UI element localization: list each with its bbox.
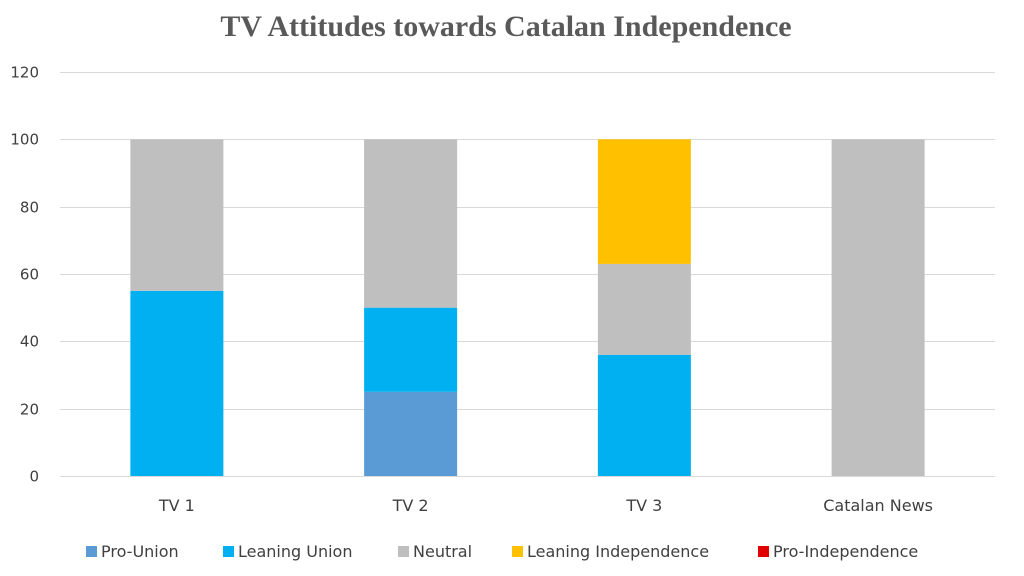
x-axis-labels: TV 1 TV 2 TV 3 Catalan News — [158, 496, 933, 515]
bar-neutral-tv-1 — [130, 139, 224, 291]
x-tick-label: TV 1 — [158, 496, 195, 515]
bar-neutral-tv-2 — [364, 139, 458, 308]
legend-swatch — [758, 546, 769, 557]
y-tick-label: 80 — [20, 199, 39, 217]
legend-swatch — [512, 546, 523, 557]
bar-leaning-union-tv-3 — [597, 354, 691, 476]
x-tick-label: TV 3 — [625, 496, 662, 515]
bar-leaning-union-tv-2 — [364, 307, 458, 392]
x-tick-label: TV 2 — [392, 496, 429, 515]
bar-neutral-catalan-news — [831, 139, 925, 477]
legend-label: Leaning Union — [238, 542, 352, 561]
y-tick-label: 100 — [10, 131, 39, 149]
legend-item-pro-union: Pro-Union — [86, 542, 179, 561]
x-tick-label: Catalan News — [823, 496, 933, 515]
chart-title: TV Attitudes towards Catalan Independenc… — [220, 10, 791, 43]
legend-item-neutral: Neutral — [398, 542, 472, 561]
legend-item-leaning-independence: Leaning Independence — [512, 542, 709, 561]
y-tick-label: 40 — [20, 333, 39, 351]
y-tick-label: 0 — [29, 468, 39, 486]
y-tick-label: 20 — [20, 401, 39, 419]
bar-leaning-independence-tv-3 — [597, 139, 691, 264]
bar-leaning-union-tv-1 — [130, 290, 224, 476]
legend-swatch — [223, 546, 234, 557]
y-tick-label: 120 — [10, 64, 39, 82]
legend-swatch — [86, 546, 97, 557]
legend-label: Neutral — [413, 542, 472, 561]
legend-item-leaning-union: Leaning Union — [223, 542, 352, 561]
legend-label: Leaning Independence — [527, 542, 709, 561]
legend-item-pro-independence: Pro-Independence — [758, 542, 918, 561]
bar-neutral-tv-3 — [597, 263, 691, 355]
y-tick-label: 60 — [20, 266, 39, 284]
legend: Pro-Union Leaning Union Neutral Leaning Ind… — [86, 542, 918, 561]
bars — [130, 139, 925, 477]
legend-label: Pro-Independence — [773, 542, 918, 561]
y-axis-ticks: 0 20 40 60 80 100 120 — [10, 64, 39, 486]
bar-pro-union-tv-2 — [364, 391, 458, 476]
legend-swatch — [398, 546, 409, 557]
legend-label: Pro-Union — [101, 542, 179, 561]
